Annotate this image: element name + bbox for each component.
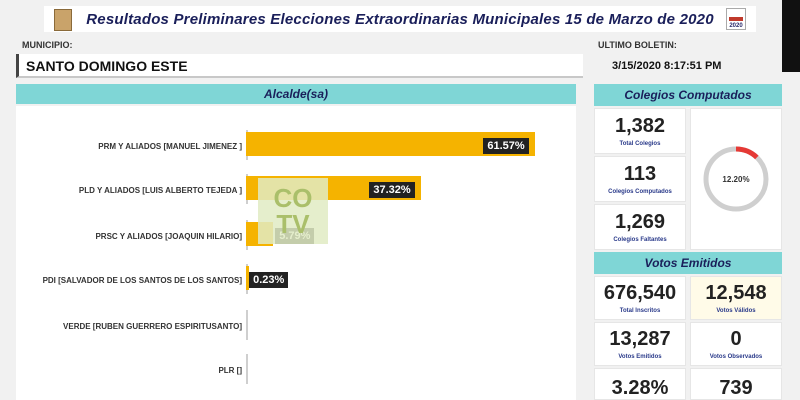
boletin-value: 3/15/2020 8:17:51 PM bbox=[612, 60, 722, 72]
total-colegios-card: 1,382 Total Colegios bbox=[594, 108, 686, 154]
votos-observados-label: Votos Observados bbox=[709, 354, 763, 360]
watermark: CO TV bbox=[258, 178, 328, 244]
total-colegios-label: Total Colegios bbox=[619, 141, 661, 147]
municipio-label: MUNICIPIO: bbox=[22, 40, 73, 50]
colegios-computados-value: 113 bbox=[623, 163, 657, 185]
candidate-label: PLR [] bbox=[218, 366, 242, 375]
result-bar bbox=[246, 266, 249, 290]
votos-validos-label: Votos Válidos bbox=[716, 308, 756, 314]
page-header: Resultados Preliminares Elecciones Extra… bbox=[44, 6, 756, 32]
candidate-label: PDI [SALVADOR DE LOS SANTOS DE LOS SANTO… bbox=[42, 276, 242, 285]
votos-emitidos-value: 13,287 bbox=[609, 328, 671, 350]
colegios-computados-label: Colegios Computados bbox=[608, 189, 672, 195]
alcalde-section-title: Alcalde(sa) bbox=[16, 84, 576, 104]
colegios-section-title: Colegios Computados bbox=[594, 84, 782, 106]
page-title: Resultados Preliminares Elecciones Extra… bbox=[86, 10, 714, 28]
total-inscritos-value: 676,540 bbox=[603, 282, 677, 304]
votos-emitidos-card: 13,287 Votos Emitidos bbox=[594, 322, 686, 366]
bar-axis bbox=[246, 354, 248, 384]
total-colegios-value: 1,382 bbox=[614, 115, 666, 137]
candidate-label: VERDE [RUBEN GUERRERO ESPIRITUSANTO] bbox=[63, 322, 242, 331]
votos-validos-card: 12,548 Votos Válidos bbox=[690, 276, 782, 320]
election-logo-icon: 2020 bbox=[726, 8, 746, 30]
colegios-faltantes-value: 1,269 bbox=[614, 211, 666, 233]
municipio-value[interactable]: SANTO DOMINGO ESTE bbox=[26, 58, 188, 74]
boletin-label: ULTIMO BOLETIN: bbox=[598, 40, 677, 50]
result-percent-label: 0.23% bbox=[249, 272, 289, 288]
porcentaje-card: 3.28% bbox=[594, 368, 686, 400]
progress-gauge: 12.20% bbox=[703, 146, 769, 212]
municipio-selector[interactable] bbox=[16, 54, 583, 78]
result-percent-label: 61.57% bbox=[483, 138, 529, 154]
colegios-faltantes-label: Colegios Faltantes bbox=[613, 237, 667, 243]
votos-section-title: Votos Emitidos bbox=[594, 252, 782, 274]
result-percent-label: 37.32% bbox=[369, 182, 415, 198]
candidate-label: PLD Y ALIADOS [LUIS ALBERTO TEJEDA ] bbox=[78, 186, 242, 195]
candidate-label: PRM Y ALIADOS [MANUEL JIMENEZ ] bbox=[98, 142, 242, 151]
municipal-logo-icon bbox=[54, 9, 72, 31]
porcentaje-value: 3.28% bbox=[611, 377, 669, 399]
colegios-computados-card: 113 Colegios Computados bbox=[594, 156, 686, 202]
votos-nulos-card: 739 bbox=[690, 368, 782, 400]
progress-gauge-arc bbox=[703, 146, 769, 212]
colegios-faltantes-card: 1,269 Colegios Faltantes bbox=[594, 204, 686, 250]
votos-observados-value: 0 bbox=[730, 328, 742, 350]
votos-observados-card: 0 Votos Observados bbox=[690, 322, 782, 366]
total-inscritos-card: 676,540 Total Inscritos bbox=[594, 276, 686, 320]
votos-nulos-value: 739 bbox=[719, 377, 753, 399]
candidate-label: PRSC Y ALIADOS [JOAQUIN HILARIO] bbox=[95, 232, 242, 241]
screen-edge bbox=[782, 0, 800, 72]
bar-axis bbox=[246, 310, 248, 340]
total-inscritos-label: Total Inscritos bbox=[619, 308, 661, 314]
votos-validos-value: 12,548 bbox=[705, 282, 767, 304]
progress-gauge-text: 12.20% bbox=[722, 175, 749, 184]
votos-emitidos-label: Votos Emitidos bbox=[618, 354, 662, 360]
colegios-gauge-card: 12.20% bbox=[690, 108, 782, 250]
